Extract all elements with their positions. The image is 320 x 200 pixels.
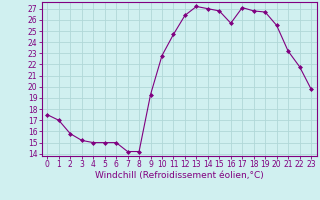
X-axis label: Windchill (Refroidissement éolien,°C): Windchill (Refroidissement éolien,°C) [95, 171, 264, 180]
